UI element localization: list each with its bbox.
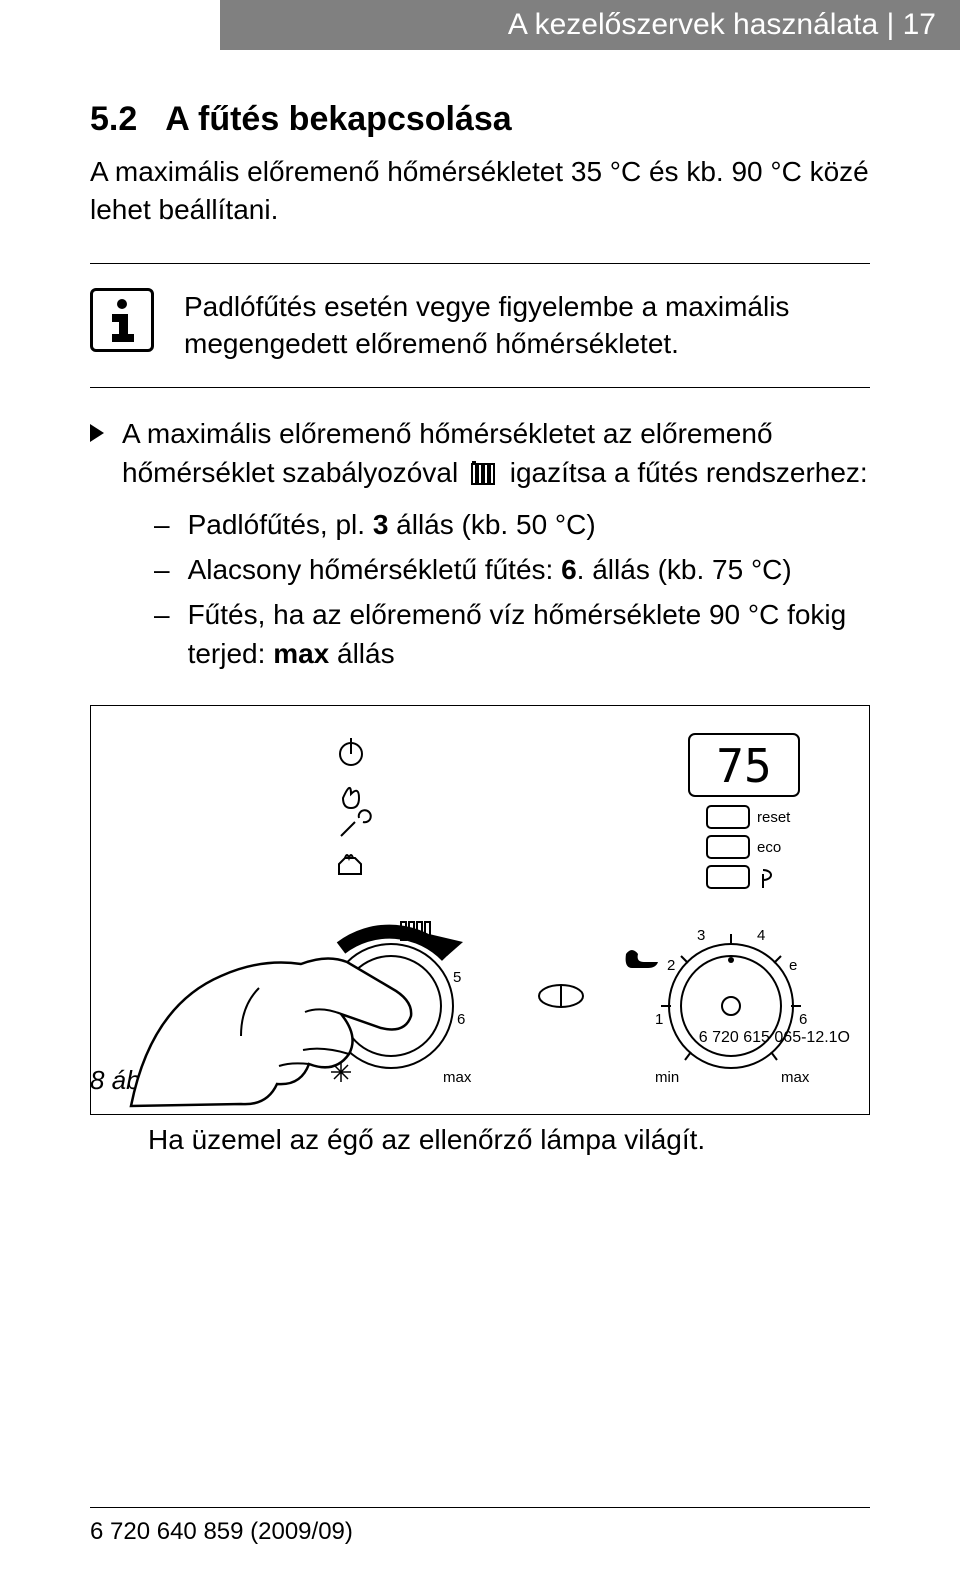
info-note-row: Padlófűtés esetén vegye figyelembe a max… [90,264,870,388]
sub-item: – Padlófűtés, pl. 3 állás (kb. 50 °C) [122,505,870,544]
header-page: 17 [903,8,936,41]
section-heading: 5.2 A fűtés bekapcsolása [90,100,870,139]
page-footer: 6 720 640 859 (2009/09) [90,1507,870,1546]
svg-text:max: max [443,1069,472,1086]
dash-icon: – [154,550,170,589]
svg-text:eco: eco [757,839,781,856]
sub-item: – Alacsony hőmérsékletű fűtés: 6. állás … [122,550,870,589]
page-header: A kezelőszervek használata | 17 [220,0,960,50]
sub-list: – Padlófűtés, pl. 3 állás (kb. 50 °C) – … [122,505,870,674]
svg-text:6: 6 [799,1011,807,1028]
svg-text:3: 3 [697,927,705,944]
instruction-block: A maximális előremenő hőmérsékletet az e… [90,388,870,681]
header-title: A kezelőszervek használata [508,8,878,41]
info-note-text: Padlófűtés esetén vegye figyelembe a max… [184,288,870,364]
svg-text:6: 6 [457,1011,465,1028]
dash-icon: – [154,505,170,544]
sub-item: – Fűtés, ha az előremenő víz hőmérséklet… [122,595,870,673]
header-sep: | [886,8,902,41]
burner-status-text: Ha üzemel az égő az ellenőrző lámpa vilá… [90,1124,870,1156]
svg-text:min: min [655,1069,679,1086]
control-panel-figure: 75 reset eco [90,705,870,1115]
display-value: 75 [716,739,771,793]
svg-text:1: 1 [655,1011,663,1028]
instruction-lead: A maximális előremenő hőmérsékletet az e… [90,414,870,673]
section-number: 5.2 [90,100,137,139]
svg-text:4: 4 [757,927,765,944]
info-icon [90,288,154,352]
svg-text:4: 4 [427,935,435,952]
radiator-icon [470,457,498,496]
dash-icon: – [154,595,170,673]
intro-paragraph: A maximális előremenő hőmérsékletet 35 °… [90,153,870,245]
svg-text:max: max [781,1069,810,1086]
lead-text-b: igazítsa a fűtés rendszerhez: [502,457,868,488]
svg-text:reset: reset [757,809,791,826]
section-title-text: A fűtés bekapcsolása [165,100,511,138]
svg-text:e: e [789,957,797,974]
triangle-bullet-icon [90,424,104,442]
svg-text:2: 2 [667,957,675,974]
svg-text:5: 5 [453,969,461,986]
